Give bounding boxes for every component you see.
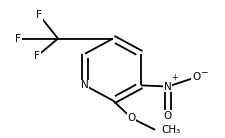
Text: F: F	[15, 34, 21, 44]
Text: −: −	[199, 67, 206, 77]
Text: F: F	[34, 51, 40, 61]
Text: O: O	[127, 113, 135, 123]
Text: +: +	[171, 73, 177, 82]
Text: O: O	[163, 111, 171, 121]
Text: O: O	[191, 72, 199, 82]
Text: CH₃: CH₃	[160, 125, 179, 135]
Text: N: N	[163, 82, 171, 91]
Text: N: N	[81, 80, 88, 90]
Text: F: F	[36, 10, 42, 20]
